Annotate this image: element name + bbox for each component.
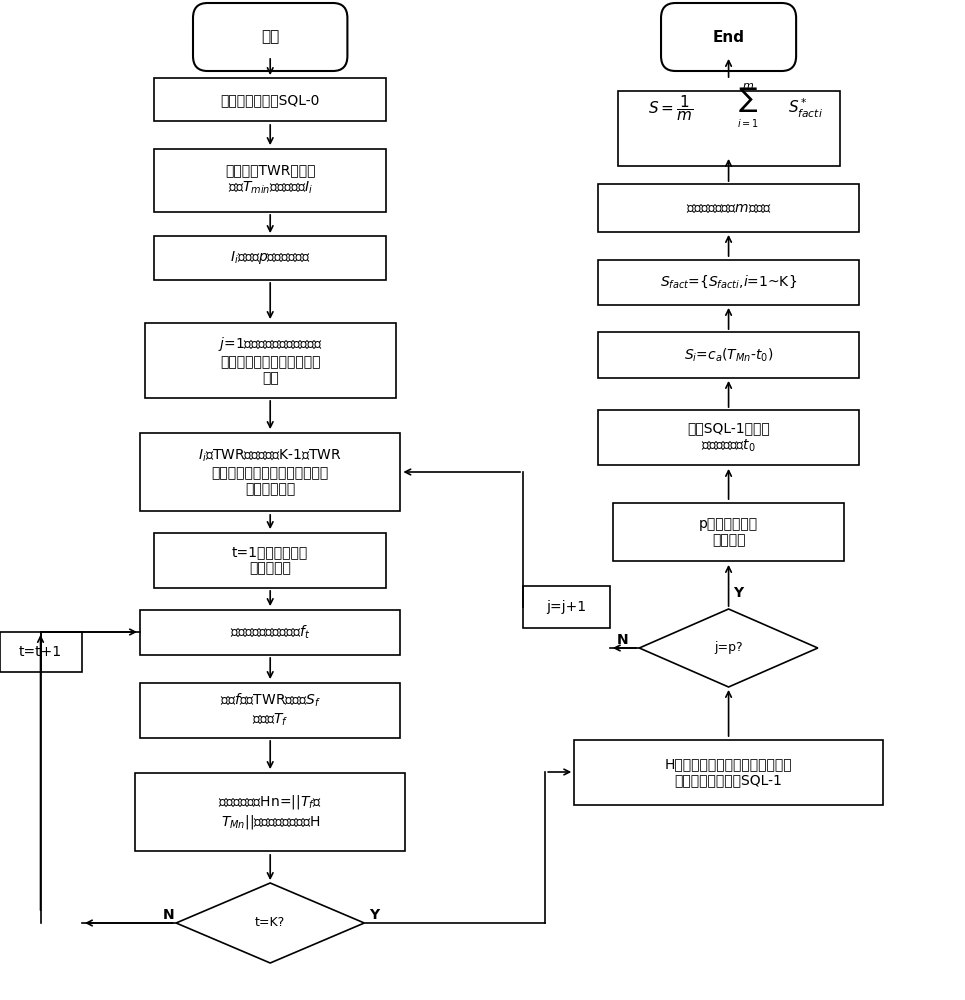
FancyBboxPatch shape <box>140 610 400 654</box>
FancyBboxPatch shape <box>661 3 796 71</box>
Text: Y: Y <box>370 908 379 922</box>
FancyBboxPatch shape <box>135 773 405 851</box>
FancyBboxPatch shape <box>193 3 347 71</box>
Polygon shape <box>176 883 365 963</box>
Text: 查询SQL-1，计算
故障发生时间$t_0$: 查询SQL-1，计算 故障发生时间$t_0$ <box>687 422 770 454</box>
Text: N: N <box>163 908 175 922</box>
Text: $I_i$处TWR分别与其它K-1个TWR
构成双端测距组合，计算故障线
路和故障距离: $I_i$处TWR分别与其它K-1个TWR 构成双端测距组合，计算故障线 路和故… <box>198 448 343 496</box>
Polygon shape <box>639 609 817 687</box>
FancyBboxPatch shape <box>154 78 386 121</box>
FancyBboxPatch shape <box>598 259 859 304</box>
Text: 数据检验，剩余$m$组数据: 数据检验，剩余$m$组数据 <box>686 201 771 215</box>
FancyBboxPatch shape <box>598 332 859 377</box>
Text: t=K?: t=K? <box>255 916 286 930</box>
Text: N: N <box>617 633 628 647</box>
Text: Y: Y <box>733 586 743 600</box>
Text: End: End <box>712 29 745 44</box>
Text: H中最小值对应的故障线路、距离
和测距组合，存入SQL-1: H中最小值对应的故障线路、距离 和测距组合，存入SQL-1 <box>665 757 792 787</box>
Text: 求曼哈顿距离Hn=$||T_f$－
$T_{Mn}||$，构成曼哈顿矩阵H: 求曼哈顿距离Hn=$||T_f$－ $T_{Mn}||$，构成曼哈顿矩阵H <box>218 793 322 831</box>
Text: $m$: $m$ <box>742 81 754 91</box>
Text: $I_i$相邻的$p$条母线及距离: $I_i$相邻的$p$条母线及距离 <box>230 249 311 266</box>
FancyBboxPatch shape <box>145 322 396 397</box>
Text: 将故障位置作为新节点$f_t$: 将故障位置作为新节点$f_t$ <box>230 623 311 641</box>
Text: $i=1$: $i=1$ <box>737 117 758 129</box>
FancyBboxPatch shape <box>154 532 386 587</box>
Text: $S_{fact}$={$S_{facti}$,$i$=1~K}: $S_{fact}$={$S_{facti}$,$i$=1~K} <box>660 274 797 290</box>
Text: 开始: 开始 <box>262 29 279 44</box>
Text: $S^*_{facti}$: $S^*_{facti}$ <box>788 96 823 120</box>
FancyBboxPatch shape <box>140 433 400 511</box>
FancyBboxPatch shape <box>574 740 883 804</box>
Text: t=t+1: t=t+1 <box>19 645 62 659</box>
Text: $S_i$=$c_a$($T_{Mn}$-$t_0$): $S_i$=$c_a$($T_{Mn}$-$t_0$) <box>684 346 773 364</box>
FancyBboxPatch shape <box>613 503 844 561</box>
Text: 计算$f$到各TWR的距离$S_f$
和时间$T_f$: 计算$f$到各TWR的距离$S_f$ 和时间$T_f$ <box>220 692 320 728</box>
FancyBboxPatch shape <box>140 683 400 738</box>
Text: $\sum$: $\sum$ <box>738 86 758 114</box>
Text: $j$=1，选择一条相邻母线，其
中双端测距组合路径包含此
母线: $j$=1，选择一条相邻母线，其 中双端测距组合路径包含此 母线 <box>218 335 322 385</box>
FancyBboxPatch shape <box>0 632 81 672</box>
Text: t=1，选择其中一
组测距结果: t=1，选择其中一 组测距结果 <box>232 545 309 575</box>
Text: j=j+1: j=j+1 <box>546 600 587 614</box>
FancyBboxPatch shape <box>598 410 859 465</box>
Text: $S=\dfrac{1}{m}$: $S=\dfrac{1}{m}$ <box>648 93 693 123</box>
Text: 先验知识数据库SQL-0: 先验知识数据库SQL-0 <box>221 93 319 107</box>
FancyBboxPatch shape <box>598 184 859 232</box>
Text: p个曼哈顿矩阵
中最小值: p个曼哈顿矩阵 中最小值 <box>699 517 758 547</box>
Text: j=p?: j=p? <box>714 642 743 654</box>
Bar <box>618 91 840 166</box>
FancyBboxPatch shape <box>523 586 610 628</box>
FancyBboxPatch shape <box>154 236 386 279</box>
Text: 行波到达TWR时间最
小值$T_{min}$对应的母线$I_i$: 行波到达TWR时间最 小值$T_{min}$对应的母线$I_i$ <box>225 164 316 196</box>
FancyBboxPatch shape <box>154 149 386 212</box>
